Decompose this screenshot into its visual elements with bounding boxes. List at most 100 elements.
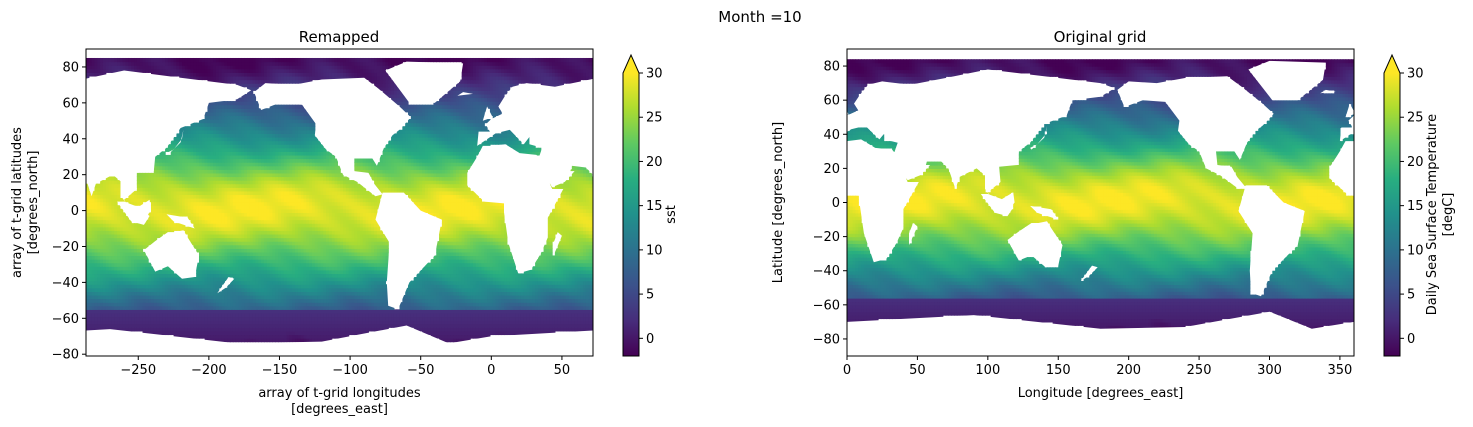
sst-cell <box>467 273 471 278</box>
sst-cell <box>574 262 579 267</box>
sst-cell <box>232 302 237 307</box>
sst-cell <box>526 312 531 318</box>
sst-cell <box>125 305 129 310</box>
sst-cell <box>492 287 497 292</box>
sst-cell <box>221 330 225 336</box>
sst-cell <box>266 294 271 300</box>
sst-cell <box>487 334 491 339</box>
sst-cell <box>422 298 426 303</box>
sst-cell <box>529 291 533 296</box>
sst-cell <box>134 316 138 321</box>
sst-cell <box>413 284 418 289</box>
sst-cell <box>345 223 350 228</box>
sst-cell <box>357 294 361 300</box>
sst-cell <box>179 277 183 282</box>
sst-cell <box>105 241 110 246</box>
sst-cell <box>198 294 203 300</box>
sst-cell <box>359 237 364 242</box>
sst-cell <box>515 294 519 300</box>
sst-cell <box>472 226 477 231</box>
sst-cell <box>111 298 115 303</box>
sst-cell <box>557 251 562 257</box>
sst-cell <box>145 284 149 289</box>
sst-cell <box>580 309 584 314</box>
sst-cell <box>560 269 564 275</box>
sst-cell <box>210 287 214 292</box>
sst-cell <box>453 305 457 310</box>
sst-cell <box>348 312 353 318</box>
sst-cell <box>461 266 466 271</box>
sst-cell <box>136 294 141 300</box>
sst-cell <box>263 237 268 242</box>
sst-cell <box>190 320 194 325</box>
sst-cell <box>424 330 429 336</box>
sst-cell <box>472 298 477 303</box>
sst-cell <box>306 241 310 246</box>
sst-cell <box>196 305 200 310</box>
sst-cell <box>351 316 355 321</box>
sst-cell <box>148 330 152 336</box>
sst-cell <box>362 284 367 289</box>
sst-cell <box>419 277 423 282</box>
sst-cell <box>156 309 161 314</box>
sst-cell <box>224 273 228 278</box>
sst-cell <box>543 323 547 328</box>
sst-cell <box>289 251 293 257</box>
sst-cell <box>492 320 497 325</box>
sst-cell <box>119 230 124 235</box>
sst-cell <box>399 323 403 328</box>
sst-cell <box>314 338 319 343</box>
sst-cell <box>196 312 200 318</box>
sst-cell <box>504 251 508 257</box>
sst-cell <box>241 269 245 275</box>
sst-cell <box>345 323 350 328</box>
sst-cell <box>247 302 251 307</box>
sst-cell <box>232 294 237 300</box>
sst-cell <box>591 251 593 257</box>
sst-cell <box>501 251 505 257</box>
sst-cell <box>405 305 409 310</box>
sst-cell <box>249 305 254 310</box>
sst-cell <box>148 305 152 310</box>
sst-cell <box>475 269 480 275</box>
sst-cell <box>128 273 132 278</box>
sst-cell <box>283 298 288 303</box>
sst-cell <box>526 309 531 314</box>
sst-cell <box>549 255 553 260</box>
sst-cell <box>374 269 378 275</box>
sst-cell <box>506 269 511 275</box>
sst-cell <box>247 262 251 267</box>
sst-cell <box>272 294 276 300</box>
sst-cell <box>218 330 223 336</box>
sst-cell <box>492 327 497 332</box>
sst-cell <box>255 226 259 231</box>
sst-cell <box>585 287 590 292</box>
sst-cell <box>427 316 432 321</box>
sst-cell <box>210 241 214 246</box>
sst-cell <box>261 291 265 296</box>
sst-cell <box>249 302 254 307</box>
sst-cell <box>314 273 319 278</box>
sst-cell <box>345 330 350 336</box>
sst-cell <box>292 230 296 235</box>
sst-cell <box>179 316 183 321</box>
sst-cell <box>498 320 502 325</box>
sst-cell <box>201 277 206 282</box>
sst-cell <box>439 323 443 328</box>
sst-cell <box>292 312 296 318</box>
sst-cell <box>453 302 457 307</box>
sst-cell <box>512 266 516 271</box>
sst-cell <box>150 269 155 275</box>
sst-cell <box>365 223 370 228</box>
sst-cell <box>173 298 177 303</box>
sst-cell <box>303 323 307 328</box>
sst-cell <box>467 277 471 282</box>
sst-cell <box>523 294 528 300</box>
sst-cell <box>447 251 451 257</box>
sst-cell <box>354 323 358 328</box>
sst-cell <box>213 316 217 321</box>
sst-cell <box>125 323 129 328</box>
sst-cell <box>255 237 259 242</box>
sst-cell <box>546 277 550 282</box>
sst-cell <box>343 316 347 321</box>
